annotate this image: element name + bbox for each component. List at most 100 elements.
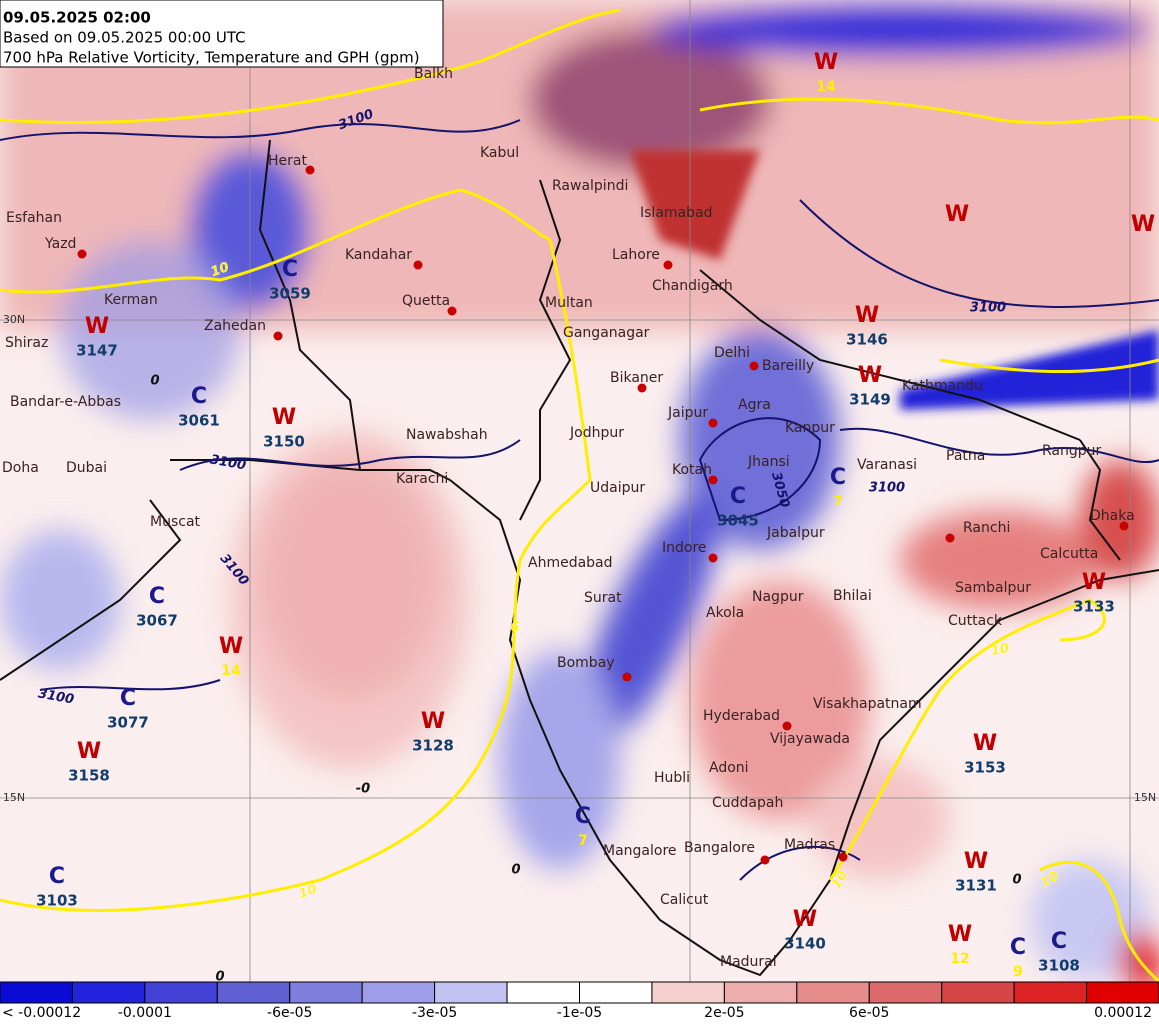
system-letter: C bbox=[191, 384, 207, 409]
city-dot bbox=[273, 331, 283, 341]
city-label: Bandar-e-Abbas bbox=[10, 394, 121, 410]
header-line: 09.05.2025 02:00 bbox=[3, 9, 151, 27]
temp-contour-label: 10 bbox=[990, 641, 1010, 659]
system-letter: C bbox=[730, 484, 746, 509]
colorbar-swatch bbox=[941, 981, 1015, 1004]
city-label: Vijayawada bbox=[770, 731, 850, 747]
city-label: Bareilly bbox=[762, 358, 814, 374]
system-gph: 3149 bbox=[849, 391, 891, 409]
colorbar-swatch bbox=[0, 981, 73, 1004]
system-letter: C bbox=[49, 864, 65, 889]
colorbar-label: 6e-05 bbox=[849, 1005, 889, 1021]
colorbar-label: -0.0001 bbox=[118, 1005, 172, 1021]
system-temp: 12 bbox=[950, 951, 969, 967]
city-label: Jabalpur bbox=[766, 525, 825, 541]
city-label: Kanpur bbox=[785, 420, 835, 436]
city-label: Ahmedabad bbox=[528, 555, 613, 571]
city-label: Calcutta bbox=[1040, 546, 1098, 562]
colorbar-label: -1e-05 bbox=[557, 1005, 602, 1021]
colorbar: < -0.00012 -0.0001 -6e-05 -3e-05 -1e-05 2e-05… bbox=[0, 981, 1159, 1024]
city-label: Jaipur bbox=[667, 405, 708, 421]
system-letter: W bbox=[85, 314, 109, 339]
system-gph: 3077 bbox=[107, 714, 149, 732]
city-dot bbox=[708, 553, 718, 563]
city-label: Udaipur bbox=[590, 480, 645, 496]
city-dot bbox=[1119, 521, 1129, 531]
city-label: Kathmandu bbox=[902, 378, 983, 394]
colorbar-swatch bbox=[796, 981, 870, 1004]
system-gph: 3146 bbox=[846, 331, 888, 349]
system-letter: C bbox=[1010, 935, 1026, 960]
colorbar-swatch bbox=[71, 981, 146, 1004]
colorbar-swatch bbox=[434, 981, 508, 1004]
header-line: 700 hPa Relative Vorticity, Temperature … bbox=[3, 49, 420, 67]
city-label: Cuddapah bbox=[712, 795, 783, 811]
city-dot bbox=[838, 852, 848, 862]
colorbar-swatch bbox=[868, 981, 943, 1004]
header-box bbox=[0, 0, 444, 68]
city-dot bbox=[708, 475, 718, 485]
city-label: Chandigarh bbox=[652, 278, 733, 294]
city-label: Kabul bbox=[480, 145, 519, 161]
city-dot bbox=[447, 306, 457, 316]
colorbar-swatch bbox=[361, 981, 436, 1004]
system-letter: W bbox=[793, 907, 817, 932]
city-dot bbox=[663, 260, 673, 270]
colorbar-swatch bbox=[579, 981, 653, 1004]
city-label: Nawabshah bbox=[406, 427, 488, 443]
system-letter: C bbox=[830, 465, 846, 490]
gph-contour-label: 3100 bbox=[869, 481, 905, 496]
city-label: Kerman bbox=[104, 292, 158, 308]
city-dot bbox=[637, 383, 647, 393]
city-dot bbox=[945, 533, 955, 543]
city-label: Nagpur bbox=[752, 589, 804, 605]
city-label: Esfahan bbox=[6, 210, 62, 226]
colorbar-swatch bbox=[144, 981, 218, 1004]
colorbar-label: < -0.00012 bbox=[2, 1005, 81, 1021]
city-label: Madurai bbox=[720, 954, 777, 970]
city-label: Quetta bbox=[402, 293, 450, 309]
system-letter: W bbox=[1082, 570, 1106, 595]
gph-contours bbox=[0, 119, 1159, 881]
colorbar-swatch bbox=[1086, 981, 1159, 1004]
city-label: Adoni bbox=[709, 760, 749, 776]
city-label: Patna bbox=[946, 448, 985, 464]
city-label: Dhaka bbox=[1090, 508, 1135, 524]
system-gph: 3059 bbox=[269, 285, 311, 303]
system-letter: W bbox=[1131, 212, 1155, 237]
city-label: Hubli bbox=[654, 770, 690, 786]
system-letter: W bbox=[219, 634, 243, 659]
gph-contour-label: 3100 bbox=[37, 686, 75, 707]
city-label: Sambalpur bbox=[955, 580, 1031, 596]
city-dot bbox=[708, 418, 718, 428]
city-label: Indore bbox=[662, 540, 707, 556]
colorbar-label: 0.00012 bbox=[1094, 1005, 1152, 1021]
city-label: Bombay bbox=[557, 655, 615, 671]
system-temp: 14 bbox=[816, 79, 836, 95]
city-dot bbox=[749, 361, 759, 371]
city-label: Balkh bbox=[414, 66, 453, 82]
system-gph: 3140 bbox=[784, 935, 826, 953]
city-label: Rangpur bbox=[1042, 443, 1102, 459]
system-letter: W bbox=[858, 363, 882, 388]
system-letter: W bbox=[945, 202, 969, 227]
system-letter: W bbox=[964, 849, 988, 874]
temp-contour-label: 0 bbox=[511, 863, 520, 878]
graticule bbox=[0, 0, 1159, 982]
colorbar-swatch bbox=[1013, 981, 1088, 1004]
temp-contour-label: 6 bbox=[510, 621, 519, 636]
city-dot bbox=[77, 249, 87, 259]
system-letter: W bbox=[855, 303, 879, 328]
system-temp: 7 bbox=[578, 833, 588, 849]
city-label: Mangalore bbox=[603, 843, 677, 859]
system-letter: C bbox=[1051, 929, 1067, 954]
city-label: Delhi bbox=[714, 345, 750, 361]
city-label: Shiraz bbox=[5, 335, 48, 351]
city-label: Doha bbox=[2, 460, 39, 476]
system-gph: 3128 bbox=[412, 737, 454, 755]
city-label: Varanasi bbox=[857, 457, 917, 473]
gph-contour-label: 3100 bbox=[970, 301, 1006, 316]
city-label: Muscat bbox=[150, 514, 201, 530]
